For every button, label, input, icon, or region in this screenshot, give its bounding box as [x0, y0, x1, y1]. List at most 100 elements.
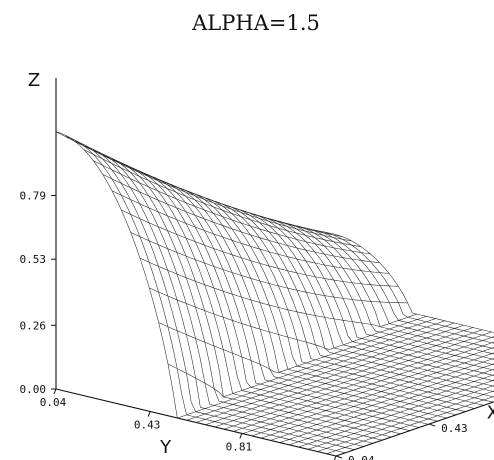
mesh-line-const-y [403, 365, 409, 368]
mesh-line-const-y [200, 419, 206, 422]
mesh-line-const-x [316, 408, 322, 410]
mesh-line-const-y [464, 388, 470, 391]
mesh-line-const-y [209, 264, 214, 267]
mesh-line-const-y [153, 182, 158, 185]
mesh-line-const-y [139, 236, 145, 239]
mesh-line-const-x [333, 347, 339, 350]
mesh-line-const-x [395, 427, 401, 429]
mesh-line-const-x [245, 287, 252, 300]
mesh-line-const-x [274, 425, 280, 427]
mesh-line-const-y [446, 389, 452, 392]
mesh-line-const-x [305, 260, 311, 269]
mesh-line-const-y [385, 366, 391, 369]
mesh-line-const-y [342, 243, 348, 245]
mesh-line-const-y [432, 415, 438, 418]
mesh-line-const-y [431, 366, 437, 370]
mesh-line-const-y [400, 410, 405, 413]
mesh-line-const-y [354, 437, 359, 440]
mesh-line-const-x [203, 209, 210, 216]
mesh-line-const-x [254, 231, 260, 238]
mesh-line-const-x [307, 427, 313, 430]
mesh-line-const-y [422, 343, 427, 346]
mesh-line-const-x [361, 283, 367, 293]
mesh-line-const-y [487, 385, 493, 388]
mesh-line-const-x [483, 399, 489, 402]
mesh-line-const-y [208, 200, 214, 203]
mesh-line-const-y [241, 356, 247, 359]
mesh-line-const-x [293, 429, 299, 432]
mesh-line-const-x [148, 180, 154, 186]
mesh-line-const-x [455, 365, 460, 368]
mesh-line-const-x [354, 438, 359, 441]
mesh-line-const-y [228, 404, 233, 407]
mesh-line-const-x [265, 401, 271, 403]
mesh-line-const-y [328, 232, 334, 235]
mesh-line-const-y [337, 238, 343, 240]
mesh-line-const-x [288, 412, 294, 414]
mesh-line-const-y [93, 154, 98, 157]
mesh-line-const-y [265, 391, 270, 394]
mesh-line-const-x [390, 388, 396, 390]
mesh-line-const-x [370, 271, 376, 279]
mesh-line-const-y [348, 368, 354, 371]
mesh-line-const-y [307, 398, 312, 401]
mesh-line-const-y [270, 433, 276, 436]
mesh-line-const-x [223, 423, 229, 426]
mesh-line-const-x [473, 348, 479, 351]
mesh-line-const-x [222, 291, 229, 306]
mesh-line-const-y [158, 226, 163, 229]
mesh-line-const-y [460, 406, 466, 409]
mesh-line-const-y [371, 387, 377, 390]
mesh-line-const-y [176, 188, 181, 191]
mesh-line-const-x [325, 404, 331, 407]
mesh-line-const-x [399, 384, 405, 387]
mesh-line-const-x [348, 388, 354, 391]
mesh-line-const-x [305, 313, 312, 328]
mesh-line-const-x [344, 398, 349, 401]
mesh-line-const-y [357, 343, 362, 346]
mesh-line-const-x [342, 249, 348, 255]
mesh-line-const-y [315, 357, 321, 360]
mesh-line-const-y [426, 352, 432, 355]
mesh-line-const-x [326, 448, 332, 450]
mesh-line-const-x [315, 370, 321, 372]
mesh-line-const-y [408, 347, 414, 350]
mesh-line-const-y [315, 368, 321, 371]
mesh-line-const-y [312, 429, 318, 432]
mesh-line-const-x [394, 356, 400, 359]
mesh-line-const-y [245, 224, 251, 227]
mesh-line-const-x [176, 252, 182, 265]
mesh-line-const-y [446, 399, 452, 403]
mesh-line-const-y [320, 367, 326, 370]
mesh-line-const-x [307, 400, 312, 403]
mesh-line-const-x [219, 422, 224, 425]
mesh-line-const-y [176, 198, 182, 202]
mesh-line-const-y [469, 402, 475, 405]
mesh-line-const-x [324, 356, 330, 358]
mesh-line-const-y [375, 331, 381, 335]
mesh-line-const-y [167, 326, 173, 329]
x-tick-label: 0.04 [348, 454, 375, 460]
mesh-line-const-x [394, 346, 400, 348]
mesh-line-const-x [450, 391, 456, 394]
mesh-line-const-y [404, 376, 409, 379]
mesh-line-const-y [482, 333, 488, 336]
mesh-line-const-x [469, 385, 475, 388]
mesh-line-const-y [477, 345, 483, 348]
mesh-line-const-x [269, 331, 275, 350]
mesh-line-const-y [302, 427, 308, 430]
mesh-line-const-x [427, 391, 433, 394]
mesh-line-const-x [144, 199, 150, 209]
mesh-line-const-x [473, 381, 479, 383]
mesh-line-const-y [403, 354, 409, 357]
mesh-line-const-y [427, 395, 433, 398]
mesh-line-const-x [413, 393, 419, 396]
mesh-line-const-y [237, 411, 243, 414]
mesh-line-const-x [181, 288, 187, 304]
mesh-line-const-y [487, 353, 493, 356]
mesh-line-const-y [408, 369, 414, 372]
mesh-line-const-y [386, 431, 392, 434]
mesh-line-const-x [287, 368, 293, 371]
mesh-line-const-y [366, 351, 372, 354]
mesh-line-const-y [278, 375, 284, 379]
